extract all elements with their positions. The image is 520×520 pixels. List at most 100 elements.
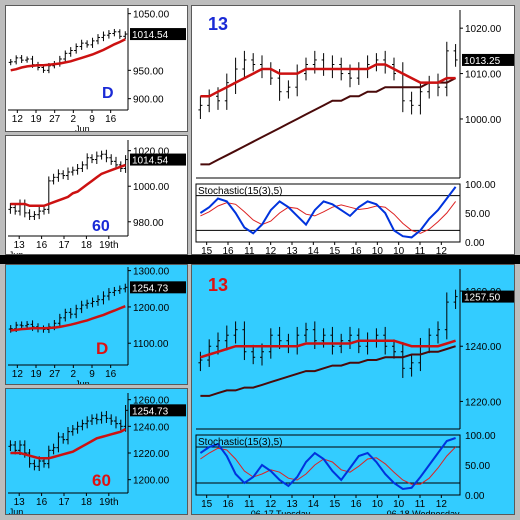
- time-tick-label: 11: [415, 246, 426, 254]
- time-tick-label: 17: [58, 497, 70, 508]
- last-price-tag: 1013.25: [464, 56, 501, 67]
- time-tick-label: 10: [372, 246, 384, 254]
- time-tick-label: 16: [105, 114, 117, 125]
- spx-13min-panel: 1260.001240.001220.001257.50151611121314…: [191, 264, 515, 515]
- spx-60min-panel: 1260.00 1240.00 1220.00 1200.00 1254.73 13 16 1…: [5, 388, 188, 515]
- es-13min-panel: 1020.00 1010.00 1000.00 1013.25 15 16 11 12 13 14…: [191, 5, 515, 255]
- spx-60min-chart: 1260.00 1240.00 1220.00 1200.00 1254.73 13 16 1…: [6, 389, 187, 514]
- price-tick-label: 1200.00: [133, 476, 170, 487]
- moving-average-line: [200, 63, 456, 98]
- price-tick-label: 950.00: [133, 66, 164, 77]
- time-tick-label: 10: [393, 499, 405, 510]
- session-date-label: 06-17 Tuesday: [251, 509, 311, 514]
- time-tick-label: 11: [415, 499, 426, 510]
- time-tick-label: 27: [49, 369, 61, 380]
- price-tick-label: 1220.00: [465, 397, 502, 408]
- timeframe-label: 60: [92, 471, 111, 490]
- time-tick-label: 12: [12, 114, 24, 125]
- timeframe-label: D: [102, 85, 114, 102]
- stochastic-tick-label: 50.00: [465, 209, 490, 220]
- time-tick-label: 13: [14, 497, 26, 508]
- last-price-tag: 1257.50: [464, 293, 501, 304]
- time-tick-label: 27: [49, 114, 61, 125]
- slow-moving-average-line: [200, 345, 456, 397]
- stochastic-k-line: [199, 437, 456, 491]
- time-tick-label: 11: [244, 499, 255, 510]
- last-price-tag-box: [130, 28, 186, 41]
- slow-moving-average-line: [200, 77, 457, 166]
- time-tick-label: 12: [12, 369, 24, 380]
- last-price-tag-box: [130, 404, 186, 417]
- time-tick-label: 19th: [99, 240, 118, 251]
- time-tick-label: 12: [265, 246, 277, 254]
- last-price-tag-box: [130, 153, 186, 166]
- time-tick-label: 2: [71, 114, 77, 125]
- market-divider: [0, 255, 520, 264]
- moving-average-line: [10, 305, 126, 332]
- price-tick-label: 1010.00: [465, 70, 502, 81]
- time-tick-label: 19: [30, 114, 42, 125]
- time-tick-label: 16: [222, 246, 234, 254]
- stochastic-title: Stochastic(15(3),5): [198, 186, 282, 197]
- price-tick-label: 1000.00: [465, 115, 502, 126]
- time-tick-label: 15: [201, 246, 213, 254]
- time-tick-label: 16: [36, 497, 48, 508]
- time-tick-label: 15: [329, 499, 341, 510]
- stochastic-tick-label: 0.00: [465, 238, 485, 249]
- time-tick-label: 13: [14, 240, 26, 251]
- moving-average-line: [10, 427, 127, 460]
- session-date-label: 06-18 Wednesday: [387, 509, 460, 514]
- price-tick-label: 1200.00: [133, 303, 170, 314]
- price-tick-label: 1260.00: [133, 396, 170, 407]
- time-tick-label: 17: [58, 240, 70, 251]
- month-label: Jun: [9, 250, 24, 254]
- last-price-tag-box: [130, 281, 186, 294]
- stochastic-title: Stochastic(15(3),5): [198, 437, 282, 448]
- time-tick-label: 13: [286, 246, 298, 254]
- time-tick-label: 19: [30, 369, 42, 380]
- es-daily-panel: 1050.00 950.00 900.00 1014.54 12 19 27 2 9 16 Jun D: [5, 5, 188, 132]
- price-tick-label: 1020.00: [465, 24, 502, 35]
- stochastic-d-line: [200, 446, 456, 485]
- time-tick-label: 9: [89, 369, 95, 380]
- spx-daily-chart: 1300.00 1200.00 1100.00 1254.73 12 19 27 2 9 16 Ju…: [6, 265, 187, 384]
- stochastic-tick-label: 100.00: [465, 431, 496, 442]
- es-13min-chart: 1020.00 1010.00 1000.00 1013.25 15 16 11 12 13 14…: [192, 6, 514, 254]
- moving-average-line: [10, 38, 126, 72]
- stochastic-d-line: [200, 201, 456, 234]
- price-tick-label: 900.00: [133, 95, 164, 106]
- price-tick-label: 1100.00: [133, 339, 169, 350]
- price-tick-label: 980.00: [133, 218, 164, 229]
- stochastic-tick-label: 50.00: [465, 461, 490, 472]
- last-price-tag: 1254.73: [132, 283, 169, 294]
- time-tick-label: 16: [36, 240, 48, 251]
- time-tick-label: 2: [71, 369, 77, 380]
- moving-average-line: [10, 163, 127, 208]
- time-tick-label: 11: [244, 246, 255, 254]
- last-price-tag: 1014.54: [132, 156, 169, 167]
- month-label: Jun: [75, 379, 90, 384]
- last-price-tag: 1254.73: [132, 406, 169, 417]
- stochastic-tick-label: 0.00: [465, 491, 485, 502]
- price-tick-label: 1220.00: [133, 449, 170, 460]
- price-tick-label: 1240.00: [133, 422, 170, 433]
- timeframe-label: 60: [92, 218, 110, 235]
- price-tick-label: 1020.00: [133, 147, 170, 158]
- moving-average-line: [200, 339, 456, 359]
- es-daily-chart: 1050.00 950.00 900.00 1014.54 12 19 27 2 9 16 Jun D: [6, 6, 187, 131]
- time-tick-label: 12: [436, 246, 448, 254]
- time-tick-label: 16: [350, 499, 362, 510]
- last-price-tag-box: [462, 290, 514, 303]
- time-tick-label: 14: [308, 246, 320, 254]
- time-tick-label: 12: [436, 499, 448, 510]
- stochastic-k-line: [199, 186, 457, 239]
- month-label: Jun: [75, 124, 90, 131]
- timeframe-label: 13: [208, 275, 228, 295]
- timeframe-label: D: [96, 339, 108, 358]
- time-tick-label: 13: [286, 499, 298, 510]
- time-tick-label: 18: [81, 497, 93, 508]
- price-tick-label: 1050.00: [133, 10, 170, 21]
- time-tick-label: 12: [265, 499, 277, 510]
- timeframe-label: 13: [208, 14, 228, 34]
